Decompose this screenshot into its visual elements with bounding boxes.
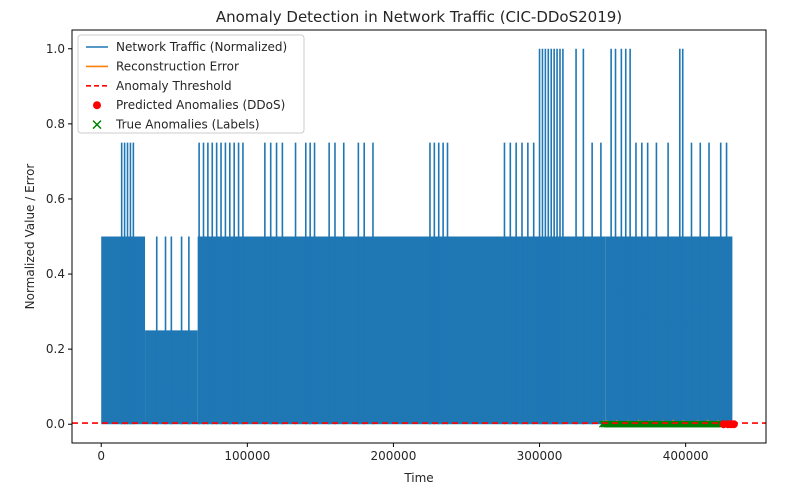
y-tick-label: 1.0 [46, 42, 65, 56]
y-tick-label: 0.2 [46, 342, 65, 356]
legend-swatch-predicted-anomalies [93, 101, 101, 110]
x-axis-ticks: 0 100000 200000 300000 400000 [97, 443, 709, 463]
legend-label-anomaly-threshold: Anomaly Threshold [116, 79, 232, 93]
legend-label-predicted-anomalies: Predicted Anomalies (DDoS) [116, 98, 285, 112]
legend-label-true-anomalies: True Anomalies (Labels) [115, 118, 260, 132]
y-axis-label: Normalized Value / Error [23, 164, 37, 310]
x-tick-label: 100000 [224, 449, 270, 463]
legend: Network Traffic (Normalized) Reconstruct… [77, 34, 305, 134]
series-predicted-anomalies [719, 420, 738, 429]
plot-layer [72, 48, 766, 429]
predicted-anomaly-point [729, 420, 738, 429]
legend-x-marker [92, 120, 102, 130]
series-true-anomalies [598, 420, 726, 428]
legend-label-network-traffic: Network Traffic (Normalized) [116, 40, 287, 54]
legend-swatch-true-anomalies [92, 120, 102, 130]
x-tick-label: 400000 [663, 449, 709, 463]
x-tick-label: 0 [97, 449, 105, 463]
chart-title: Anomaly Detection in Network Traffic (CI… [216, 8, 622, 26]
network-traffic-segment [101, 236, 146, 425]
plot-frame [71, 29, 767, 444]
y-axis-ticks: 0.0 0.2 0.4 0.6 0.8 1.0 [46, 42, 72, 431]
y-tick-label: 0.0 [46, 417, 65, 431]
y-tick-label: 0.6 [46, 192, 65, 206]
y-tick-label: 0.4 [46, 267, 65, 281]
y-tick-label: 0.8 [46, 117, 65, 131]
x-axis-label: Time [403, 471, 433, 485]
network-traffic-segment [197, 236, 606, 425]
series-network-traffic [101, 48, 733, 425]
x-tick-label: 200000 [371, 449, 417, 463]
legend-box [77, 34, 305, 134]
legend-label-reconstruction-error: Reconstruction Error [116, 59, 239, 73]
x-tick-label: 300000 [517, 449, 563, 463]
